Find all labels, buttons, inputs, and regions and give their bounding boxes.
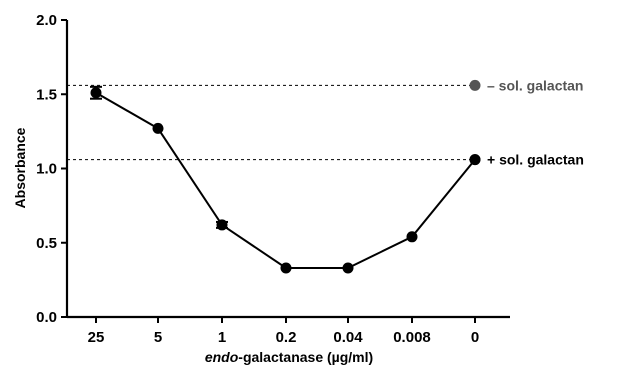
x-tick-label: 25 (88, 329, 105, 346)
data-point (406, 231, 418, 243)
x-tick-label: 0.2 (276, 329, 297, 346)
data-point (152, 122, 164, 134)
x-tick-label: 0 (471, 329, 479, 346)
x-axis-title: endo-galactanase (µg/ml) (205, 349, 373, 365)
x-tick-label: 0.008 (393, 329, 431, 346)
y-axis-title: Absorbance (12, 127, 28, 208)
x-axis-title-rest: -galactanase (µg/ml) (238, 349, 373, 365)
data-series (90, 85, 481, 274)
data-point (216, 219, 228, 231)
y-tick-label: 1.0 (36, 161, 57, 178)
reference-label: + sol. galactan (487, 152, 584, 168)
x-tick-label: 1 (218, 329, 226, 346)
series-line (95, 91, 476, 269)
reference-lines: – sol. galactan + sol. galactan (67, 77, 584, 168)
y-axis-ticks: 0.0 0.5 1.0 1.5 2.0 (36, 12, 67, 326)
data-point (469, 154, 481, 166)
x-axis-title-italic: endo (205, 349, 239, 365)
reference-label: – sol. galactan (487, 77, 583, 93)
x-tick-label: 0.04 (333, 329, 363, 346)
x-axis-ticks: 25 5 1 0.2 0.04 0.008 0 (88, 317, 479, 346)
y-tick-label: 0.5 (36, 235, 57, 252)
y-tick-label: 0.0 (36, 309, 57, 326)
x-tick-label: 5 (154, 329, 162, 346)
data-point (90, 87, 102, 99)
reference-marker (469, 79, 481, 91)
data-point (280, 262, 292, 274)
y-tick-label: 2.0 (36, 12, 57, 29)
data-point (342, 262, 354, 274)
y-tick-label: 1.5 (36, 86, 57, 103)
